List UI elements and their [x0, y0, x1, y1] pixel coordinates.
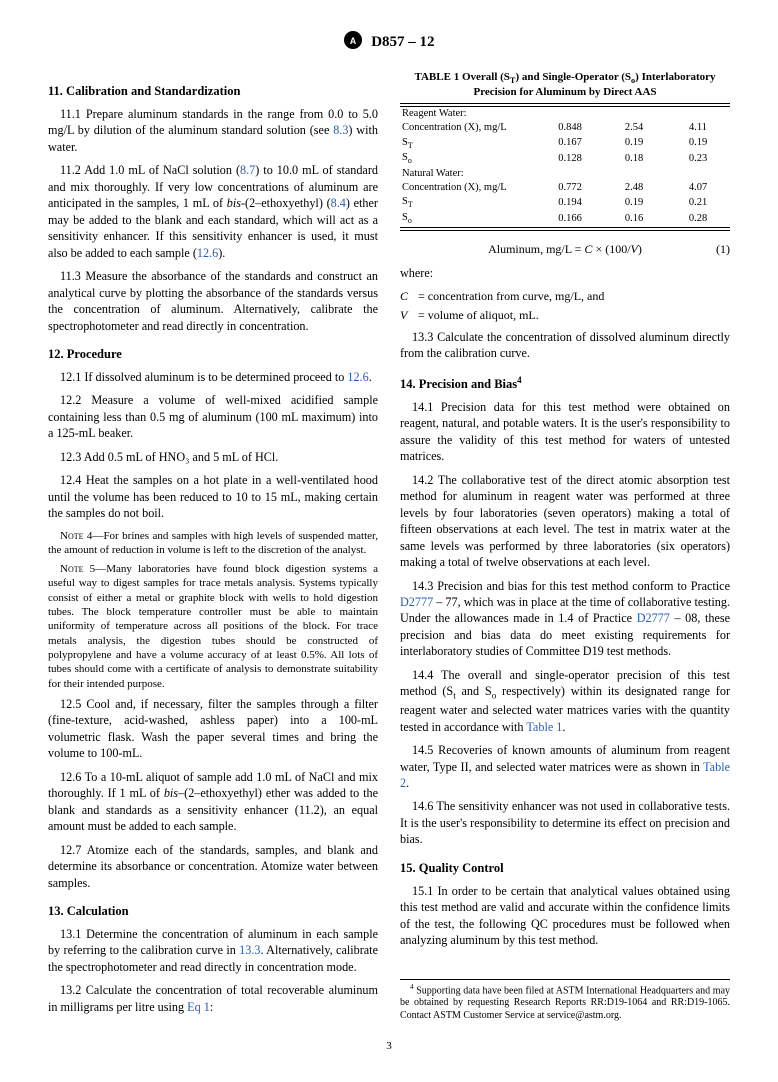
para-13-3: 13.3 Calculate the concentration of diss…	[400, 329, 730, 362]
para-11-3: 11.3 Measure the absorbance of the stand…	[48, 268, 378, 334]
astm-logo-icon: A	[343, 30, 363, 55]
para-14-4: 14.4 The overall and single-operator pre…	[400, 667, 730, 735]
section-11-title: 11. Calibration and Standardization	[48, 83, 378, 100]
table-row: Concentration (X), mg/L 0.772 2.48 4.07	[400, 181, 730, 195]
where-c: C= concentration from curve, mg/L, and	[400, 288, 730, 304]
table-row: So 0.128 0.18 0.23	[400, 151, 730, 167]
two-column-layout: 11. Calibration and Standardization 11.1…	[48, 71, 730, 1022]
page: A D857 – 12 11. Calibration and Standard…	[0, 0, 778, 1082]
note-5: Note 5—Many laboratories have found bloc…	[48, 562, 378, 691]
para-13-1: 13.1 Determine the concentration of alum…	[48, 926, 378, 975]
para-13-2: 13.2 Calculate the concentration of tota…	[48, 982, 378, 1015]
para-12-2: 12.2 Measure a volume of well-mixed acid…	[48, 392, 378, 441]
para-12-1: 12.1 If dissolved aluminum is to be dete…	[48, 369, 378, 385]
table-row: ST 0.167 0.19 0.19	[400, 136, 730, 152]
section-15-title: 15. Quality Control	[400, 860, 730, 877]
note-4: Note 4—For brines and samples with high …	[48, 529, 378, 558]
ref-8-7[interactable]: 8.7	[240, 163, 255, 177]
para-14-3: 14.3 Precision and bias for this test me…	[400, 578, 730, 660]
designation-text: D857 – 12	[371, 34, 434, 50]
section-13-title: 13. Calculation	[48, 903, 378, 920]
para-14-2: 14.2 The collaborative test of the direc…	[400, 472, 730, 571]
para-11-1: 11.1 Prepare aluminum standards in the r…	[48, 106, 378, 155]
ref-table-1[interactable]: Table 1	[526, 720, 562, 734]
ref-12-6b[interactable]: 12.6	[347, 370, 368, 384]
table-1: Reagent Water: Concentration (X), mg/L 0…	[400, 103, 730, 231]
ref-d2777b[interactable]: D2777	[637, 611, 670, 625]
svg-text:A: A	[350, 36, 357, 46]
para-14-6: 14.6 The sensitivity enhancer was not us…	[400, 798, 730, 847]
table-row: ST 0.194 0.19 0.21	[400, 195, 730, 211]
right-column: TABLE 1 Overall (ST) and Single-Operator…	[400, 71, 730, 1022]
section-14-title: 14. Precision and Bias4	[400, 374, 730, 393]
where-v: V= volume of aliquot, mL.	[400, 307, 730, 323]
table-1-title: TABLE 1 Overall (ST) and Single-Operator…	[400, 71, 730, 99]
ref-d2777a[interactable]: D2777	[400, 595, 433, 609]
ref-eq1[interactable]: Eq 1	[187, 1000, 210, 1014]
page-number: 3	[48, 1040, 730, 1052]
where-label: where:	[400, 265, 730, 281]
para-12-5: 12.5 Cool and, if necessary, filter the …	[48, 696, 378, 762]
para-11-2: 11.2 Add 1.0 mL of NaCl solution (8.7) t…	[48, 162, 378, 261]
left-column: 11. Calibration and Standardization 11.1…	[48, 71, 378, 1022]
para-12-6: 12.6 To a 10-mL aliquot of sample add 1.…	[48, 769, 378, 835]
equation-1: Aluminum, mg/L = C × (100/V) (1)	[400, 241, 730, 257]
ref-8-4[interactable]: 8.4	[331, 196, 346, 210]
para-14-5: 14.5 Recoveries of known amounts of alum…	[400, 742, 730, 791]
section-12-title: 12. Procedure	[48, 346, 378, 363]
para-12-7: 12.7 Atomize each of the standards, samp…	[48, 842, 378, 891]
table-row: Concentration (X), mg/L 0.848 2.54 4.11	[400, 121, 730, 135]
ref-13-3[interactable]: 13.3	[239, 943, 260, 957]
ref-12-6a[interactable]: 12.6	[197, 246, 218, 260]
para-12-4: 12.4 Heat the samples on a hot plate in …	[48, 472, 378, 521]
para-15-1: 15.1 In order to be certain that analyti…	[400, 883, 730, 949]
ref-8-3[interactable]: 8.3	[333, 123, 348, 137]
footnote-4: 4 Supporting data have been filed at AST…	[400, 979, 730, 1023]
page-header: A D857 – 12	[48, 30, 730, 55]
para-14-1: 14.1 Precision data for this test method…	[400, 399, 730, 465]
table-row: So 0.166 0.16 0.28	[400, 211, 730, 227]
para-12-3: 12.3 Add 0.5 mL of HNO₃ and 5 mL of HCl.	[48, 449, 378, 465]
